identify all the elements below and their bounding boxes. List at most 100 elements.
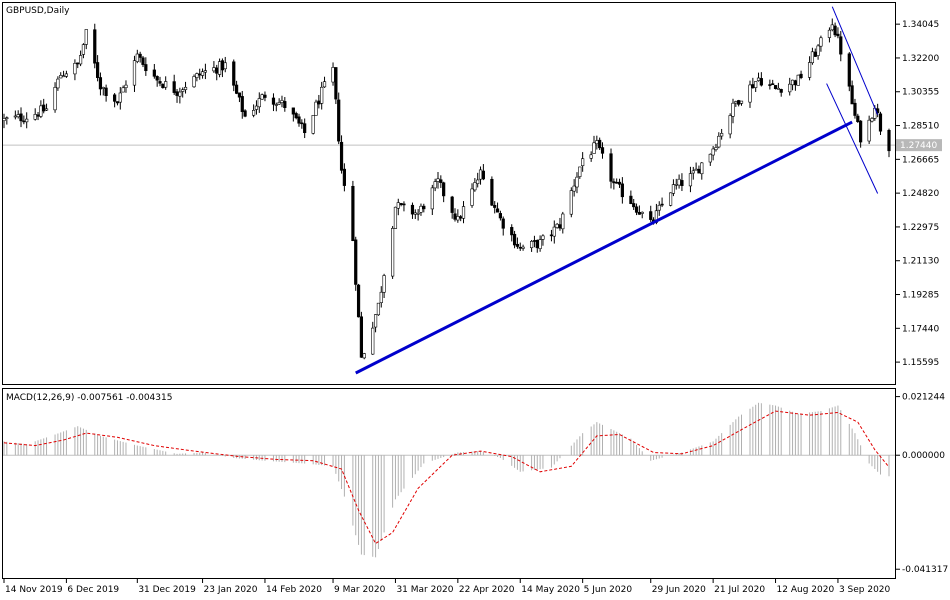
candle	[354, 236, 358, 291]
candle	[470, 183, 474, 208]
candle	[598, 137, 602, 151]
candle-body-bear	[399, 203, 403, 205]
candle-body-bear	[36, 114, 40, 117]
candle-body-bear	[172, 81, 176, 93]
candle-body-bear	[198, 73, 202, 76]
candle-body-bull	[84, 29, 88, 45]
candle-body-bull	[476, 179, 480, 184]
candle-body-bull	[44, 108, 49, 111]
candle-body-bull	[711, 148, 715, 156]
candle-body-bear	[300, 122, 304, 125]
candle	[442, 181, 446, 203]
candle-body-bull	[124, 84, 128, 89]
candle-body-bear	[481, 170, 485, 180]
candle	[200, 68, 205, 79]
candle	[172, 74, 176, 95]
price-plot	[2, 6, 895, 375]
time-tick-label: 21 Jul 2020	[714, 585, 765, 595]
candle-body-bull	[217, 61, 222, 75]
candle	[356, 283, 361, 318]
candle	[5, 116, 9, 125]
candle-body-bear	[768, 84, 772, 86]
candle-body-bull	[578, 166, 582, 177]
candle	[152, 63, 156, 79]
candle	[402, 201, 406, 212]
candle-body-bull	[473, 182, 477, 191]
candle-body-bull	[640, 211, 644, 214]
candle-body-bear	[19, 113, 23, 122]
candle	[552, 220, 556, 244]
candle	[382, 273, 386, 299]
candle	[320, 81, 324, 110]
candle-body-bull	[433, 181, 437, 189]
channel-upper-line	[831, 6, 879, 115]
candle-body-bull	[754, 81, 758, 88]
candle	[25, 112, 29, 129]
candle	[632, 198, 636, 210]
candle	[78, 50, 83, 67]
candle	[510, 224, 514, 242]
candle-body-bear	[629, 195, 633, 204]
candle-body-bull	[25, 118, 29, 123]
macd-tick-label: -0.041317	[902, 565, 948, 575]
candle-body-bull	[870, 118, 874, 122]
candle-body-bull	[73, 63, 77, 75]
candle	[311, 114, 315, 135]
candle	[561, 211, 565, 234]
candle	[362, 352, 366, 360]
candle-body-bear	[737, 100, 741, 105]
candle	[141, 55, 145, 68]
candle	[600, 142, 605, 159]
candle-body-bull	[257, 98, 261, 108]
candle	[810, 47, 815, 65]
candle	[640, 211, 644, 219]
candle	[439, 175, 443, 188]
current-price-label: 1.27440	[900, 141, 937, 151]
candle-body-bear	[887, 129, 891, 152]
candle-body-bull	[78, 55, 83, 65]
candle	[33, 108, 37, 121]
candle-body-bull	[371, 327, 375, 355]
candle-body-bull	[796, 74, 800, 86]
candle	[521, 244, 525, 251]
candle-body-bull	[203, 70, 207, 73]
candle-body-bear	[649, 211, 653, 220]
candle	[164, 76, 168, 90]
candle	[274, 102, 278, 112]
candle-body-bear	[549, 234, 554, 237]
candle-body-bull	[178, 91, 182, 97]
candle	[850, 80, 854, 105]
candle	[609, 148, 613, 189]
candle-body-bear	[155, 76, 159, 81]
candle	[867, 115, 871, 144]
candle	[135, 49, 139, 64]
candle	[124, 80, 128, 93]
candle	[56, 76, 60, 91]
candle-body-bull	[135, 53, 139, 62]
candle-body-bull	[391, 228, 395, 277]
candle	[870, 117, 874, 123]
candle-body-bull	[195, 73, 199, 78]
candle-body-bear	[240, 96, 244, 112]
candle-body-bull	[714, 147, 718, 150]
candle	[93, 23, 97, 69]
candle-body-bear	[836, 33, 840, 37]
candle-body-bear	[359, 316, 364, 358]
candle-body-bull	[529, 241, 534, 249]
candle-body-bear	[660, 203, 664, 206]
candle	[314, 99, 318, 116]
candle	[433, 178, 437, 192]
candle-body-bull	[561, 213, 565, 230]
time-tick-label: 6 Dec 2019	[67, 585, 119, 595]
candle	[260, 93, 264, 100]
candle-body-bear	[22, 120, 26, 123]
time-axis: 14 Nov 2019 6 Dec 2019 31 Dec 2019 23 Jan 2…	[3, 579, 891, 595]
candle	[271, 93, 276, 112]
candle	[300, 119, 304, 129]
candle-body-bear	[138, 53, 142, 58]
candle-body-bear	[439, 179, 443, 183]
candle	[700, 162, 704, 180]
candle	[816, 44, 820, 60]
candle	[473, 178, 477, 192]
candle	[836, 27, 840, 39]
